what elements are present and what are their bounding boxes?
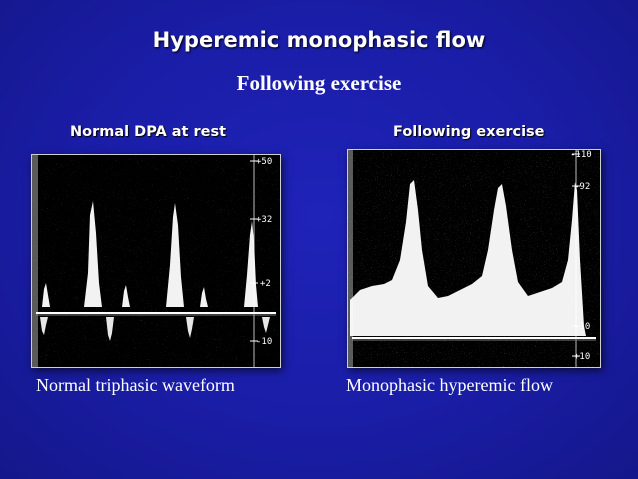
right-tick-2: -92 (574, 182, 590, 192)
right-tick-1: -110 (570, 150, 592, 160)
right-panel-label: Following exercise (393, 124, 545, 140)
left-panel-label: Normal DPA at rest (70, 124, 227, 140)
slide-subtitle: Following exercise (236, 71, 402, 95)
monophasic-doppler-image: -110 -92 -10 +10 (347, 149, 601, 368)
left-tick-2: +32 (256, 215, 272, 225)
triphasic-waveform-graphic: +50 +32 +2 -10 (32, 155, 280, 367)
right-tick-4: +10 (574, 352, 590, 362)
left-tick-3: +2 (260, 279, 271, 289)
right-tick-3: -10 (574, 322, 590, 332)
left-caption: Normal triphasic waveform (36, 375, 235, 395)
left-tick-4: -10 (256, 337, 272, 347)
triphasic-doppler-image: +50 +32 +2 -10 (31, 154, 281, 368)
monophasic-waveform-graphic: -110 -92 -10 +10 (348, 150, 600, 367)
slide-title: Hyperemic monophasic flow (152, 28, 486, 52)
left-tick-1: +50 (256, 157, 272, 167)
right-caption: Monophasic hyperemic flow (346, 375, 553, 395)
